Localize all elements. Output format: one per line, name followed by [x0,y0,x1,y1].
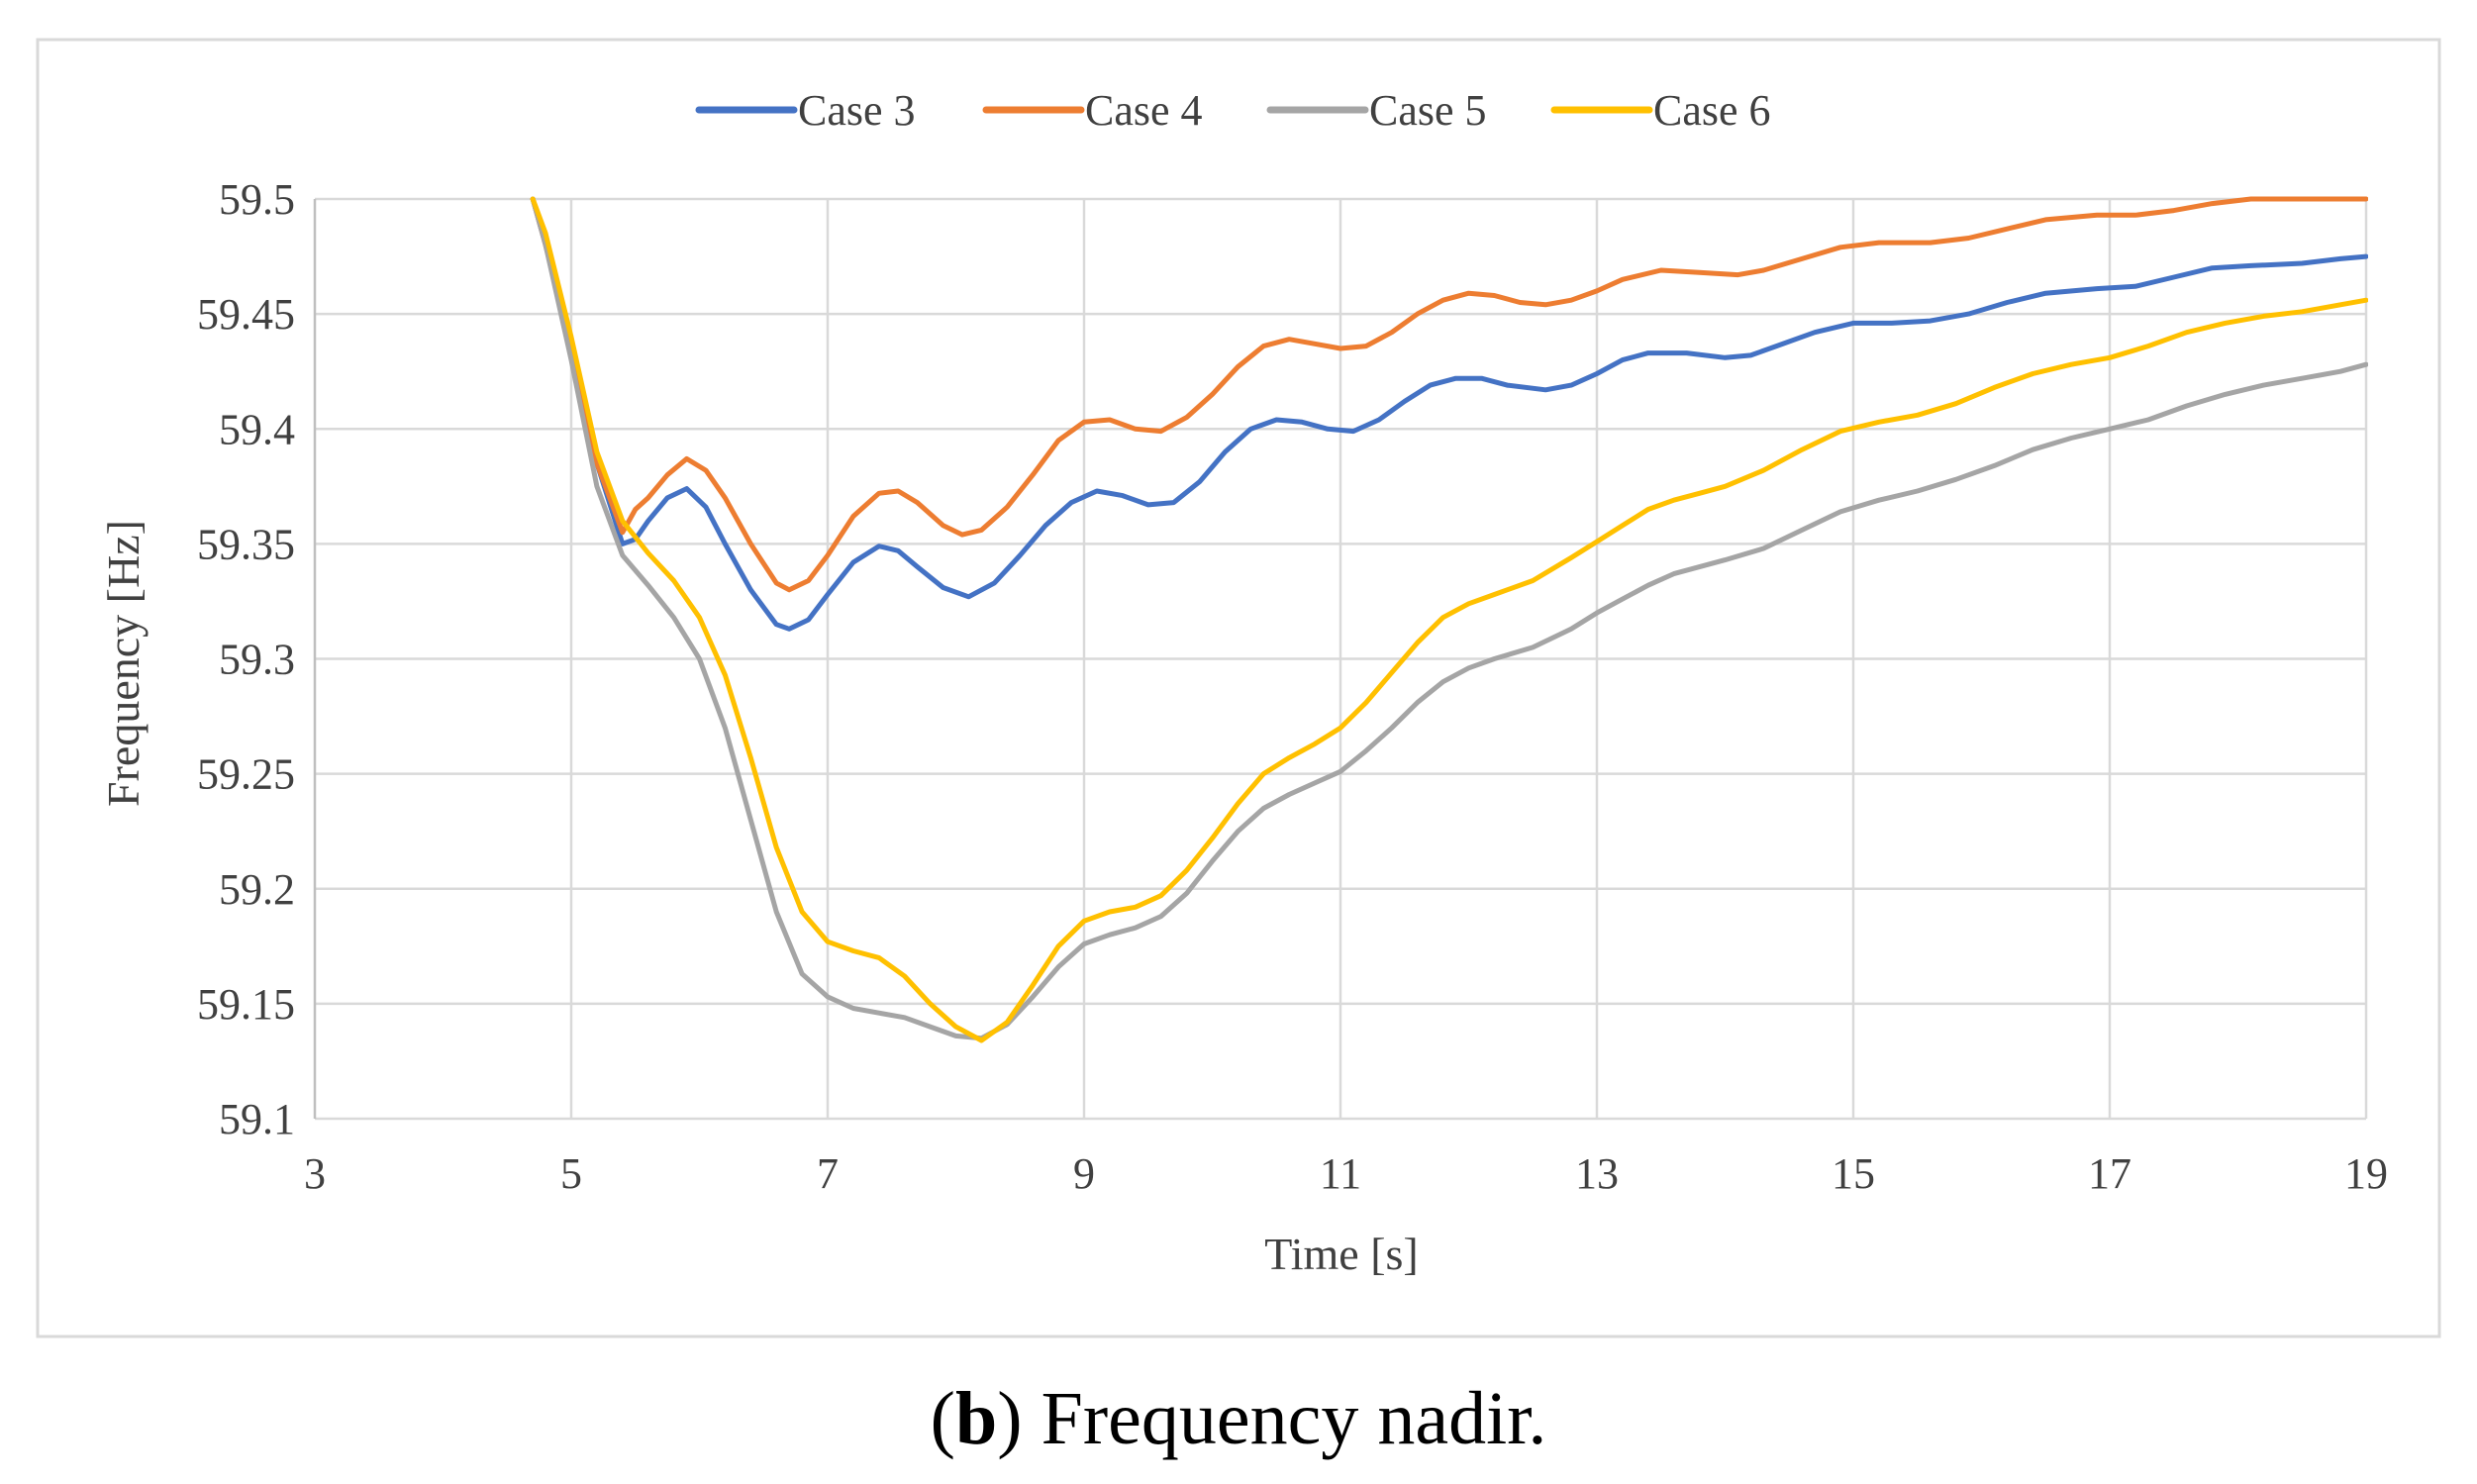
x-tick-label: 7 [817,1149,839,1198]
y-tick-label: 59.25 [197,750,295,799]
x-tick-label: 17 [2088,1149,2131,1198]
y-tick-label: 59.4 [219,405,295,453]
legend-label: Case 4 [1085,86,1203,135]
legend: Case 3 Case 4 Case 5 Case 6 [695,86,1771,135]
caption-text: Frequency nadir. [1041,1377,1547,1460]
caption-close-paren: ) [997,1377,1040,1460]
x-tick-label: 13 [1575,1149,1619,1198]
x-tick-label: 11 [1320,1149,1361,1198]
y-tick-label: 59.1 [219,1095,295,1143]
x-tick-label: 19 [2344,1149,2388,1198]
y-tick-label: 59.2 [219,865,295,914]
series-line-case-6 [530,196,2368,1043]
y-axis-tick-labels: 59.1 59.15 59.2 59.25 59.3 59.35 59.4 59.45 59.5 [197,175,295,1143]
caption-open-paren: ( [931,1377,955,1460]
series-line-case-4 [530,196,2368,593]
x-tick-label: 3 [304,1149,326,1198]
x-axis-tick-labels: 3 5 7 9 11 13 15 17 19 [304,1149,2388,1198]
y-tick-label: 59.5 [219,175,295,224]
series-line-case-3 [530,196,2368,632]
x-tick-label: 15 [1832,1149,1875,1198]
series-lines [530,196,2368,1043]
y-tick-label: 59.3 [219,636,295,684]
y-tick-label: 59.35 [197,520,295,568]
legend-label: Case 6 [1653,86,1771,135]
caption-label: b [955,1377,997,1460]
legend-label: Case 3 [798,86,916,135]
y-axis-title: Frequency [Hz] [98,520,149,807]
figure-caption: (b) Frequency nadir. [931,1377,1547,1460]
y-tick-label: 59.45 [197,290,295,339]
x-axis-title: Time [s] [1264,1229,1419,1279]
x-tick-label: 9 [1073,1149,1095,1198]
y-tick-label: 59.15 [197,980,295,1029]
legend-label: Case 5 [1369,86,1487,135]
series-line-case-5 [530,196,2368,1041]
x-tick-label: 5 [560,1149,582,1198]
chart-frame [36,38,2441,1338]
